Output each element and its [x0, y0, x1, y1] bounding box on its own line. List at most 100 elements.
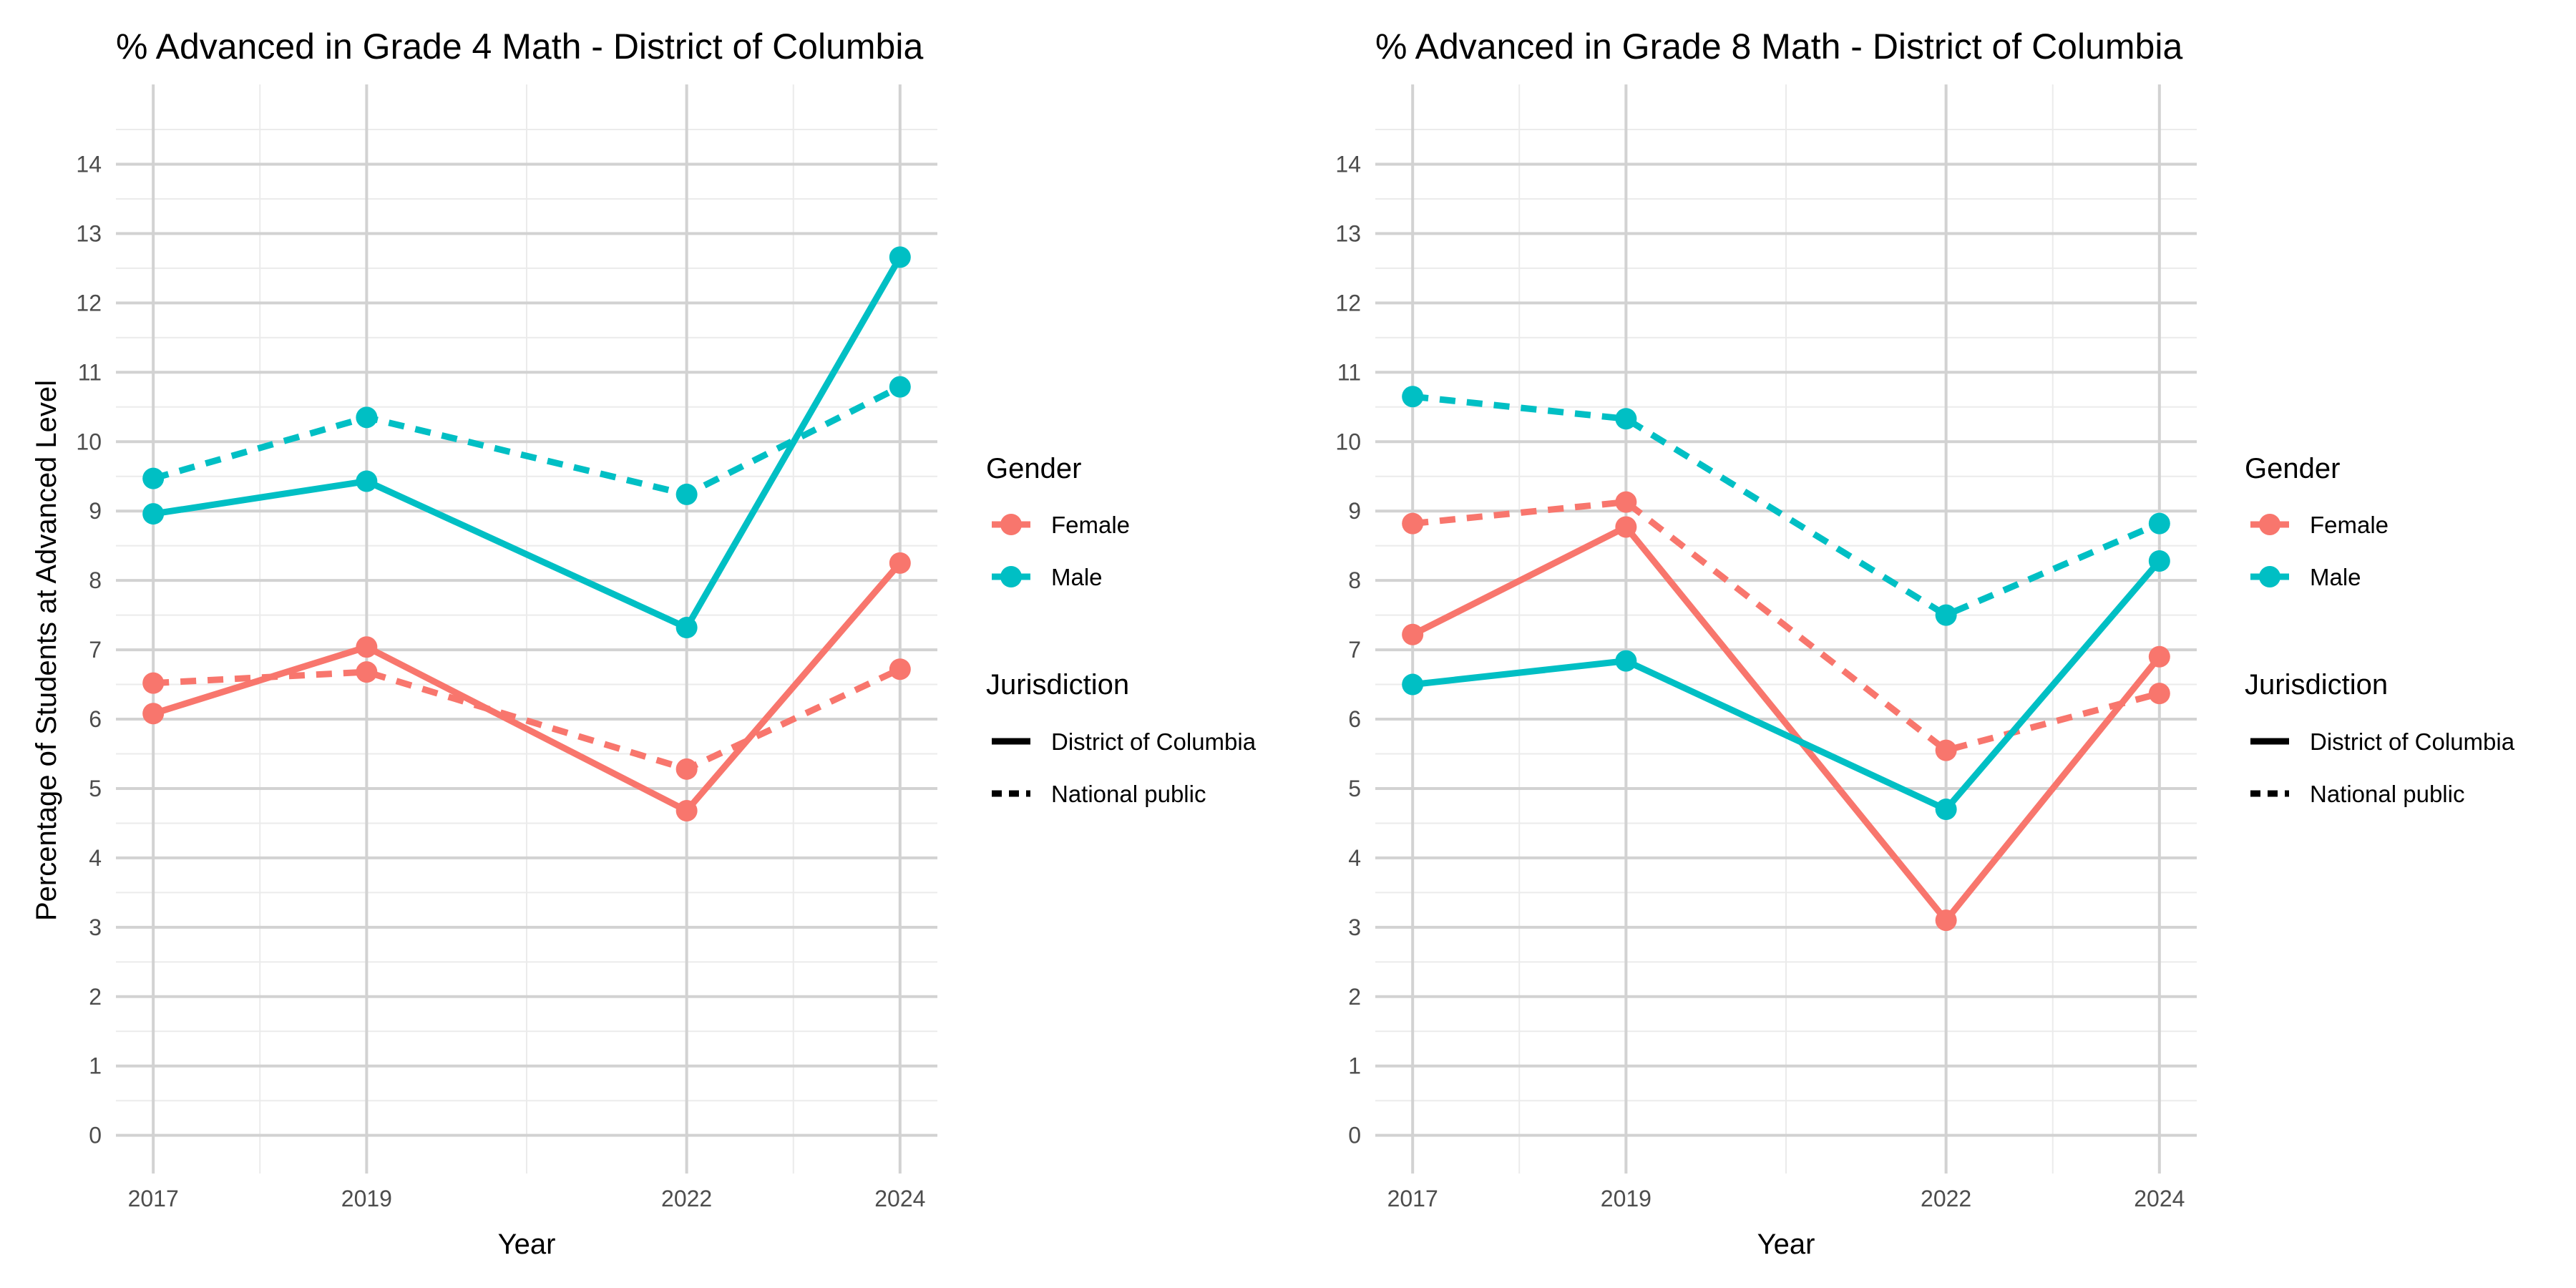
y-tick-label: 2: [1348, 984, 1361, 1010]
data-point-male-national: [1615, 408, 1637, 430]
data-point-female-national: [356, 661, 378, 683]
data-point-male-district: [1402, 673, 1424, 696]
series-line-female-national: [152, 666, 902, 773]
y-tick-label: 11: [1337, 359, 1361, 385]
y-tick-label: 9: [89, 498, 102, 524]
y-tick-label: 10: [1335, 429, 1361, 454]
legend-key-point: [1000, 514, 1022, 535]
legend-label-jurisdiction: District of Columbia: [2310, 728, 2515, 755]
series-line-female-district: [152, 560, 903, 814]
y-tick-label: 11: [78, 359, 102, 385]
data-point-male-national: [1402, 386, 1424, 408]
legend-title-gender: Gender: [2245, 453, 2340, 484]
chart-title: % Advanced in Grade 8 Math - District of…: [1375, 26, 2182, 67]
legend-title-gender: Gender: [986, 453, 1081, 484]
legend: Gender Female Male Jurisdiction District of …: [2245, 453, 2515, 807]
y-tick-label: 14: [76, 151, 102, 177]
legend-key-point: [2259, 514, 2280, 535]
series-line-male-district: [1412, 559, 2162, 813]
data-point-male-district: [356, 470, 378, 492]
y-tick-label: 12: [1335, 290, 1361, 316]
y-tick-label: 3: [89, 914, 102, 940]
y-tick-label: 3: [1348, 914, 1361, 940]
y-tick-label: 14: [1335, 151, 1361, 177]
legend-label-jurisdiction: National public: [2310, 781, 2464, 807]
y-tick-label: 0: [1348, 1123, 1361, 1148]
y-tick-label: 5: [1348, 776, 1361, 801]
legend-key-point: [2259, 566, 2280, 587]
data-point-female-national: [142, 672, 165, 694]
x-tick-label: 2019: [1601, 1186, 1652, 1211]
legend-label-female: Female: [1051, 512, 1130, 538]
legend-label-female: Female: [2310, 512, 2389, 538]
y-tick-label: 1: [1348, 1053, 1361, 1079]
series-line-female-national: [1412, 499, 2160, 754]
y-tick-label: 4: [1348, 845, 1361, 871]
data-point-female-district: [142, 703, 165, 725]
series-line-male-national: [152, 384, 902, 498]
legend-key-point: [1000, 566, 1022, 587]
y-tick-label: 6: [1348, 706, 1361, 732]
x-tick-label: 2024: [874, 1186, 925, 1211]
data-point-male-national: [356, 406, 378, 429]
data-point-male-national: [142, 467, 165, 489]
data-point-male-district: [675, 617, 698, 639]
y-tick-label: 0: [89, 1123, 102, 1148]
data-point-female-national: [2148, 683, 2170, 705]
chart-title: % Advanced in Grade 4 Math - District of…: [116, 26, 923, 67]
y-tick-label: 1: [89, 1053, 102, 1079]
data-point-female-district: [889, 552, 911, 574]
y-tick-label: 12: [76, 290, 102, 316]
y-tick-label: 4: [89, 845, 102, 871]
data-point-male-national: [889, 376, 911, 398]
data-point-female-district: [675, 799, 698, 821]
x-tick-label: 2019: [341, 1186, 392, 1211]
data-point-female-national: [1935, 739, 1957, 761]
x-tick-label: 2024: [2134, 1186, 2185, 1211]
data-point-female-national: [1615, 491, 1637, 513]
data-point-female-national: [675, 758, 698, 780]
data-point-male-district: [2148, 550, 2170, 572]
x-tick-label: 2017: [1387, 1186, 1438, 1211]
x-axis-title: Year: [1757, 1229, 1815, 1260]
x-tick-label: 2022: [1921, 1186, 1971, 1211]
legend-label-male: Male: [2310, 564, 2361, 590]
y-tick-label: 7: [1348, 637, 1361, 663]
data-point-female-district: [1615, 516, 1637, 538]
data-point-male-district: [1615, 650, 1637, 672]
data-point-female-district: [356, 636, 378, 658]
y-tick-label: 6: [89, 706, 102, 732]
data-point-male-national: [675, 483, 698, 505]
y-tick-label: 5: [89, 776, 102, 801]
data-point-male-district: [142, 503, 165, 525]
data-point-female-national: [889, 658, 911, 680]
data-point-male-national: [1935, 604, 1957, 626]
series-line-female-district: [1411, 524, 2162, 924]
y-tick-label: 10: [76, 429, 102, 454]
x-tick-label: 2017: [128, 1186, 179, 1211]
data-point-female-district: [2148, 645, 2170, 668]
legend-title-jurisdiction: Jurisdiction: [2245, 669, 2388, 701]
legend-label-jurisdiction: District of Columbia: [1051, 728, 1257, 755]
y-tick-label: 13: [76, 220, 102, 246]
legend-label-male: Male: [1051, 564, 1103, 590]
legend: Gender Female Male Jurisdiction District of …: [986, 453, 1257, 807]
y-tick-label: 8: [1348, 567, 1361, 593]
data-point-female-district: [1402, 623, 1424, 645]
legend-title-jurisdiction: Jurisdiction: [986, 669, 1129, 701]
y-tick-label: 13: [1335, 220, 1361, 246]
data-point-male-national: [2148, 512, 2170, 535]
data-point-male-district: [889, 246, 911, 268]
x-axis-title: Year: [498, 1229, 556, 1260]
y-tick-label: 7: [89, 637, 102, 663]
y-tick-label: 9: [1348, 498, 1361, 524]
data-point-female-national: [1402, 512, 1424, 535]
y-axis-title: Percentage of Students at Advanced Level: [31, 380, 62, 921]
legend-label-jurisdiction: National public: [1051, 781, 1206, 807]
y-tick-label: 8: [89, 567, 102, 593]
data-point-male-district: [1935, 799, 1957, 821]
data-point-female-district: [1935, 909, 1957, 932]
